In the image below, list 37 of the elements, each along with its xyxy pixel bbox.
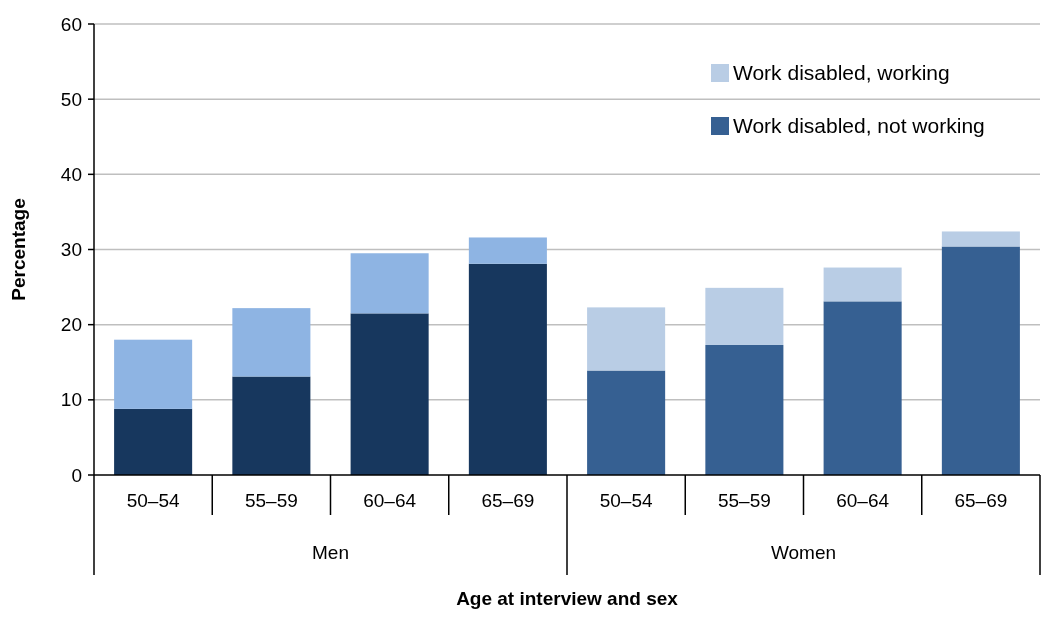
bar: [941, 231, 1020, 247]
bar: [468, 237, 547, 264]
bar: [823, 301, 902, 475]
x-tick-label: 65–69: [481, 489, 535, 511]
y-tick-label: 10: [60, 389, 82, 411]
bar: [705, 287, 784, 345]
y-tick-label: 40: [60, 163, 82, 185]
bar: [823, 267, 902, 302]
y-tick-label: 20: [60, 314, 82, 336]
bar: [232, 308, 311, 377]
y-tick-label: 50: [60, 88, 82, 110]
bar: [941, 246, 1020, 475]
bar: [114, 408, 193, 475]
x-tick-label: 65–69: [954, 489, 1008, 511]
x-tick-label: 55–59: [244, 489, 298, 511]
bar: [587, 307, 666, 371]
y-tick-label: 30: [60, 239, 82, 261]
x-tick-label: 55–59: [717, 489, 771, 511]
x-axis-title: Age at interview and sex: [456, 587, 679, 609]
x-tick-label: 60–64: [836, 489, 890, 511]
bar: [705, 344, 784, 475]
bar: [232, 376, 311, 475]
x-tick-label: 50–54: [599, 489, 653, 511]
bar: [587, 370, 666, 475]
legend-label: Work disabled, working: [733, 61, 950, 85]
bar: [114, 339, 193, 409]
legend-label: Work disabled, not working: [733, 114, 985, 138]
x-tick-label: 50–54: [126, 489, 180, 511]
bar: [350, 253, 429, 314]
text: Men: [312, 541, 349, 563]
y-tick-label: 60: [60, 13, 82, 35]
x-tick-label: 60–64: [363, 489, 417, 511]
text: Women: [770, 541, 837, 563]
y-tick-label: 0: [71, 464, 82, 486]
bar: [468, 263, 547, 475]
bar: [350, 313, 429, 475]
y-axis-title: Percentage: [7, 198, 29, 301]
